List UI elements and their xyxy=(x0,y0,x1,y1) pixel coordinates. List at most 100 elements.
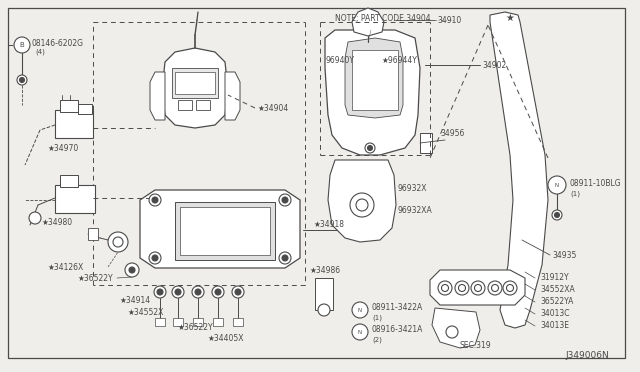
Bar xyxy=(55,185,95,213)
Text: ★34126X: ★34126X xyxy=(48,263,84,272)
Circle shape xyxy=(14,37,30,53)
Circle shape xyxy=(129,267,135,273)
Text: N: N xyxy=(358,308,362,312)
Circle shape xyxy=(365,143,375,153)
Text: (2): (2) xyxy=(372,337,382,343)
Circle shape xyxy=(438,281,452,295)
Polygon shape xyxy=(225,72,240,120)
Polygon shape xyxy=(345,38,403,118)
Circle shape xyxy=(352,324,368,340)
Circle shape xyxy=(235,289,241,295)
Text: ★34405X: ★34405X xyxy=(208,334,244,343)
Polygon shape xyxy=(140,190,300,268)
Text: 34552XA: 34552XA xyxy=(540,285,575,295)
Text: (4): (4) xyxy=(35,49,45,55)
Circle shape xyxy=(554,212,559,218)
Bar xyxy=(155,318,165,326)
Circle shape xyxy=(175,289,181,295)
Text: ★34904: ★34904 xyxy=(258,103,289,112)
Bar xyxy=(172,68,218,98)
Text: 08911-10BLG: 08911-10BLG xyxy=(570,179,621,187)
Text: 96932XA: 96932XA xyxy=(398,205,433,215)
Circle shape xyxy=(215,289,221,295)
Text: NOTE; PART CODE 34904  ........: NOTE; PART CODE 34904 ........ xyxy=(335,13,454,22)
Polygon shape xyxy=(150,72,165,120)
Circle shape xyxy=(149,194,161,206)
Circle shape xyxy=(548,176,566,194)
Text: (1): (1) xyxy=(570,191,580,197)
Text: N: N xyxy=(358,330,362,334)
Polygon shape xyxy=(162,48,228,128)
Circle shape xyxy=(17,75,27,85)
Text: 08911-3422A: 08911-3422A xyxy=(372,304,423,312)
Circle shape xyxy=(192,286,204,298)
Bar xyxy=(315,278,333,310)
Bar xyxy=(78,104,92,114)
Polygon shape xyxy=(328,160,396,242)
Text: ★96944Y: ★96944Y xyxy=(382,55,418,64)
Circle shape xyxy=(149,252,161,264)
Text: 96940Y: 96940Y xyxy=(326,55,355,64)
Text: N: N xyxy=(555,183,559,187)
Bar xyxy=(178,100,192,110)
Bar xyxy=(175,202,275,260)
Text: 08916-3421A: 08916-3421A xyxy=(372,326,424,334)
Polygon shape xyxy=(432,308,480,348)
Text: 96932X: 96932X xyxy=(398,183,428,192)
Circle shape xyxy=(318,304,330,316)
Text: 34013E: 34013E xyxy=(540,321,569,330)
Text: ★34918: ★34918 xyxy=(313,219,344,228)
Bar xyxy=(420,133,432,153)
Text: SEC.319: SEC.319 xyxy=(460,340,492,350)
Circle shape xyxy=(279,252,291,264)
Circle shape xyxy=(172,286,184,298)
Circle shape xyxy=(157,289,163,295)
Circle shape xyxy=(471,281,485,295)
Bar xyxy=(193,318,203,326)
Circle shape xyxy=(154,286,166,298)
Circle shape xyxy=(367,145,372,151)
Circle shape xyxy=(282,197,288,203)
Text: ★36522Y: ★36522Y xyxy=(178,323,214,331)
Polygon shape xyxy=(490,12,548,328)
Bar xyxy=(60,100,78,112)
Circle shape xyxy=(108,232,128,252)
Circle shape xyxy=(350,193,374,217)
Circle shape xyxy=(19,77,24,83)
Circle shape xyxy=(455,281,469,295)
Text: (1): (1) xyxy=(372,315,382,321)
Text: 34013C: 34013C xyxy=(540,310,570,318)
Text: ★34986: ★34986 xyxy=(310,266,341,275)
Bar xyxy=(173,318,183,326)
Polygon shape xyxy=(325,30,420,155)
Bar xyxy=(196,100,210,110)
Text: 08146-6202G: 08146-6202G xyxy=(32,38,84,48)
Text: J349006N: J349006N xyxy=(565,350,609,359)
Text: 34910: 34910 xyxy=(437,16,461,25)
Text: 34902: 34902 xyxy=(482,61,506,70)
Circle shape xyxy=(446,326,458,338)
Text: ★36522Y: ★36522Y xyxy=(78,273,114,282)
Text: 31912Y: 31912Y xyxy=(540,273,568,282)
Text: ★34980: ★34980 xyxy=(42,218,73,227)
Text: 36522YA: 36522YA xyxy=(540,298,573,307)
Text: ★34970: ★34970 xyxy=(48,144,79,153)
Polygon shape xyxy=(352,8,384,36)
Circle shape xyxy=(488,281,502,295)
Bar xyxy=(233,318,243,326)
Circle shape xyxy=(29,212,41,224)
Polygon shape xyxy=(430,270,525,305)
Bar xyxy=(88,228,98,240)
Circle shape xyxy=(552,210,562,220)
Text: 34956: 34956 xyxy=(440,128,465,138)
Circle shape xyxy=(152,197,158,203)
Circle shape xyxy=(279,194,291,206)
Text: ★34914: ★34914 xyxy=(120,295,151,305)
Bar xyxy=(352,50,398,110)
Circle shape xyxy=(352,302,368,318)
Text: B: B xyxy=(20,42,24,48)
Bar xyxy=(60,175,78,187)
Circle shape xyxy=(503,281,517,295)
Bar xyxy=(55,110,93,138)
Bar xyxy=(180,207,270,255)
